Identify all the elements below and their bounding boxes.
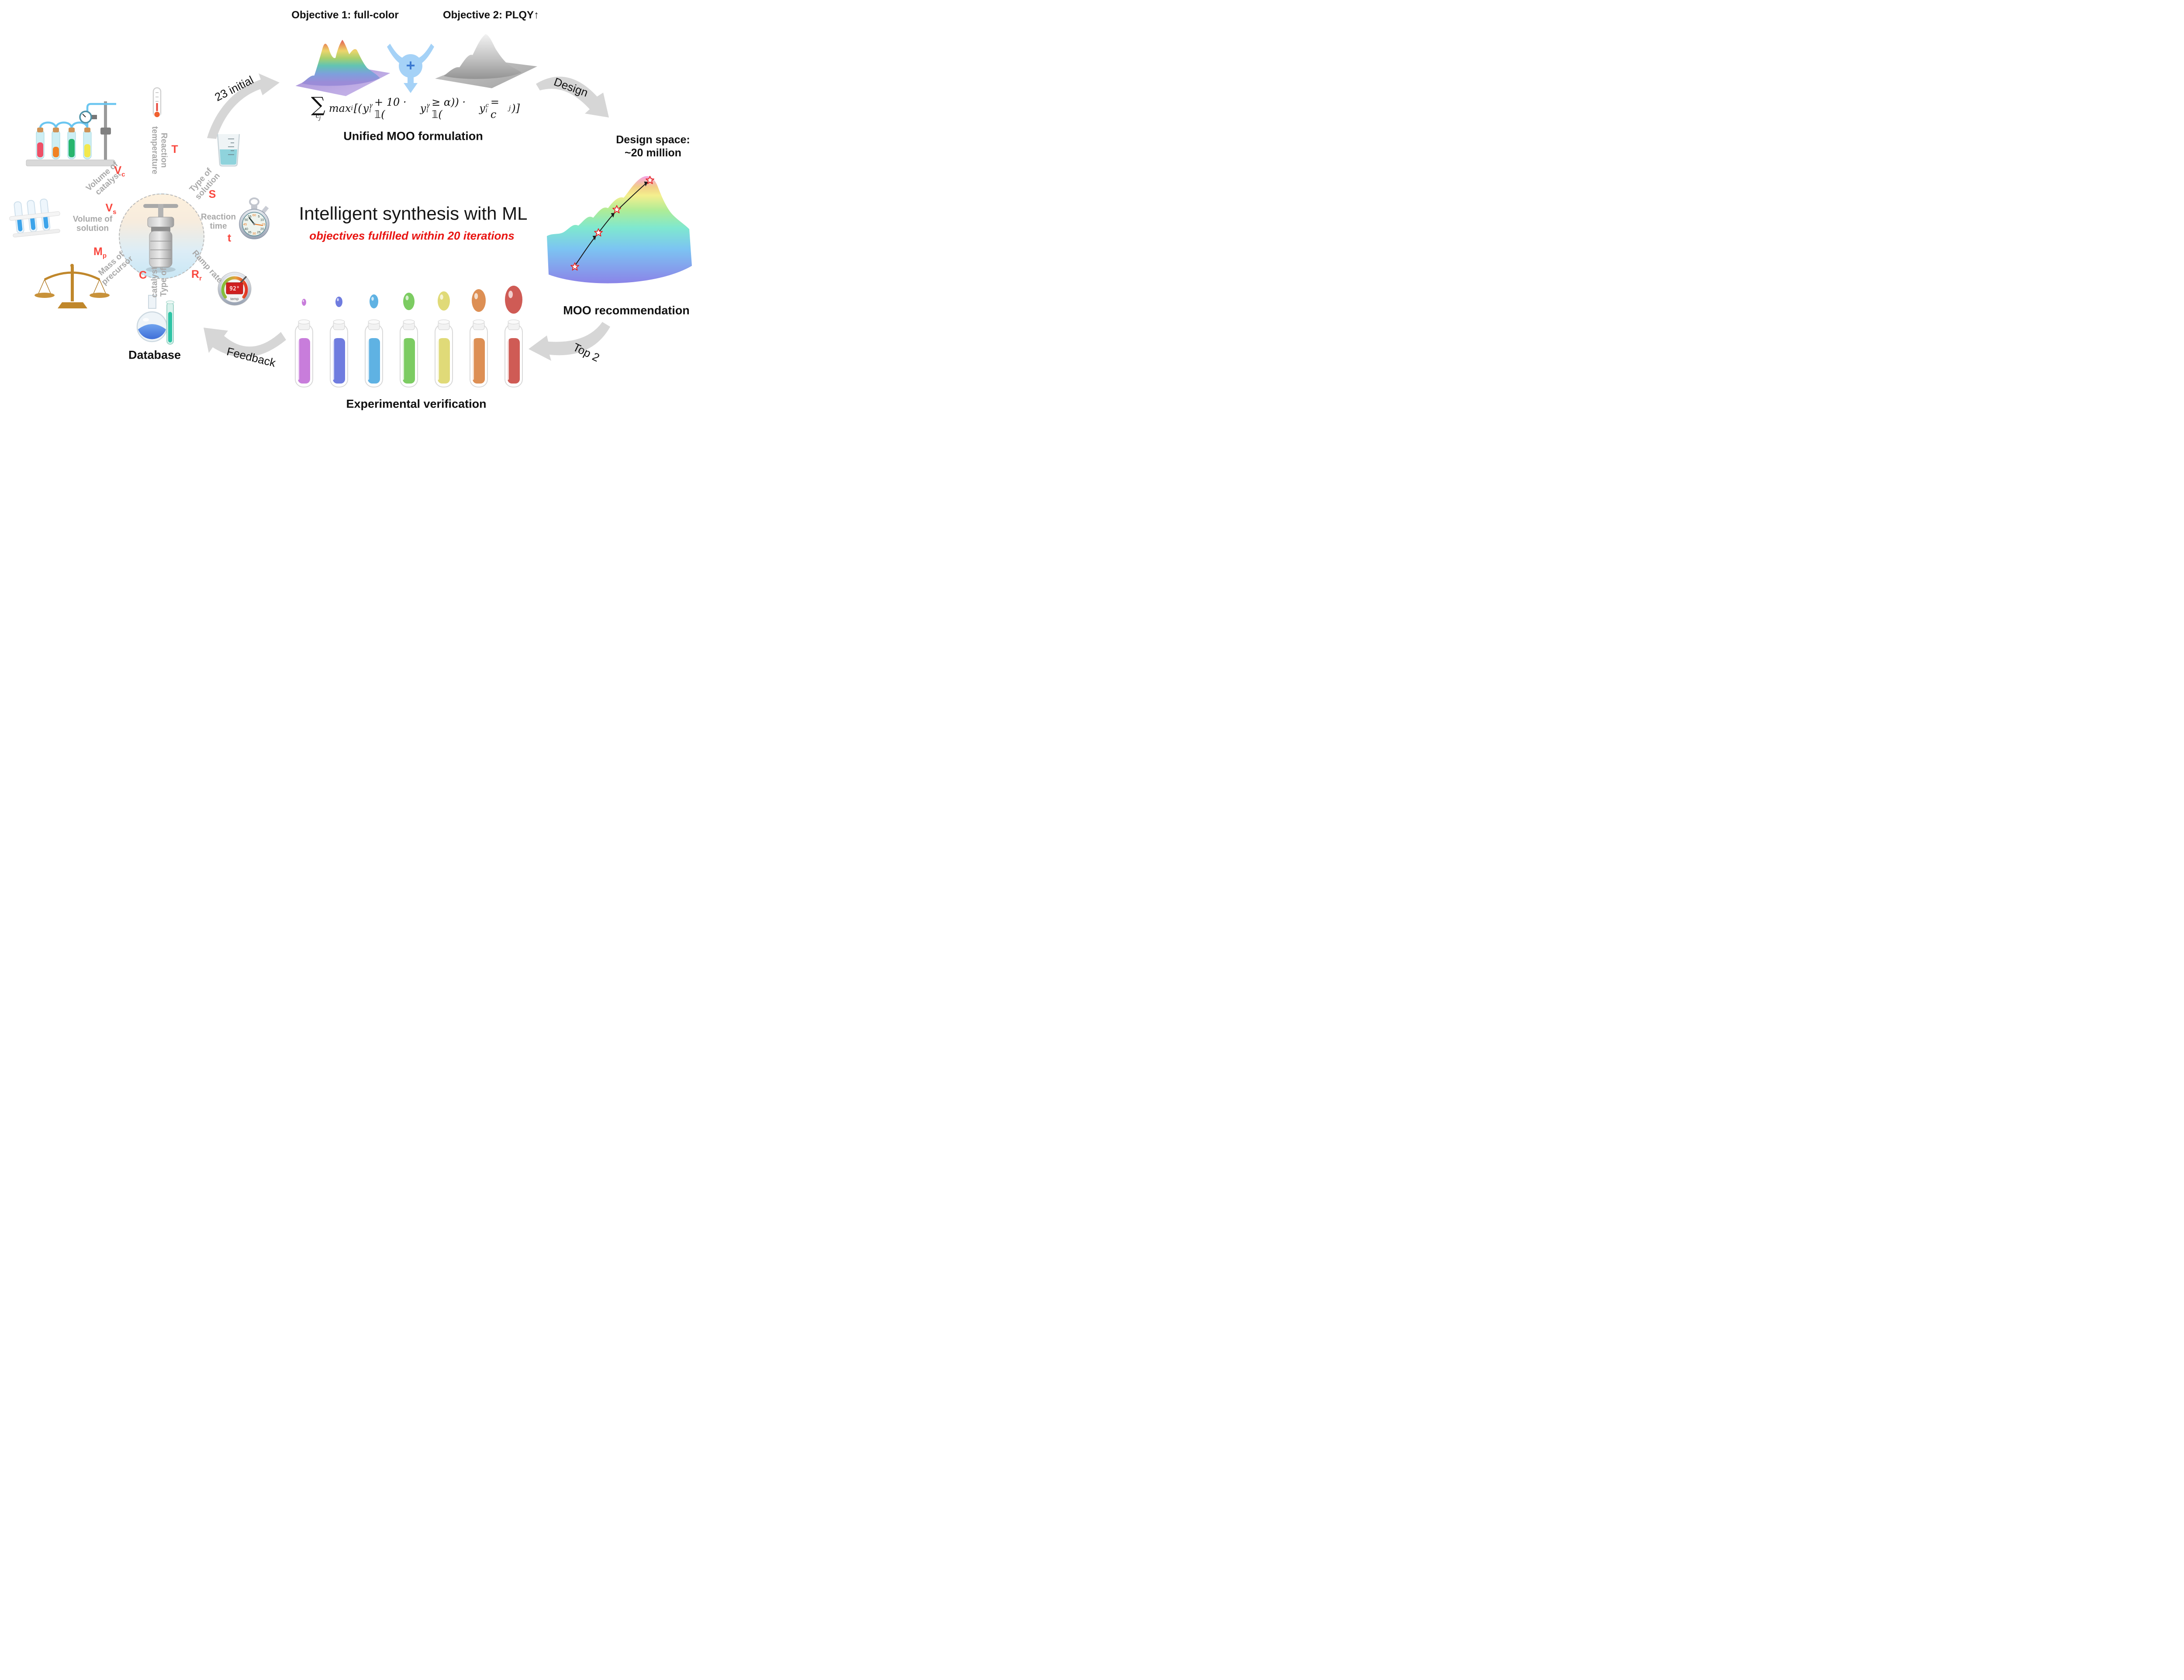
ramp-gauge-icon: 92° temp xyxy=(218,272,252,306)
path-arrowheads xyxy=(592,181,648,241)
droplets-row xyxy=(302,286,522,314)
param-ramp-symbol: Rr xyxy=(191,268,202,282)
stopwatch-number: 60 xyxy=(252,213,256,217)
experimental-verification-label: Experimental verification xyxy=(346,397,487,411)
recommendation-stars xyxy=(570,176,654,271)
droplet xyxy=(335,297,342,307)
moo-surface xyxy=(547,176,692,283)
thermometer-icon xyxy=(152,87,162,118)
objective2-surface xyxy=(435,34,537,88)
vial xyxy=(470,319,488,387)
balance-icon xyxy=(35,264,110,308)
stopwatch-number: 10 xyxy=(260,218,264,222)
design-space-line2: ~20 million xyxy=(625,147,681,159)
param-temperature-symbol: T xyxy=(171,143,178,156)
stopwatch-number: 55 xyxy=(248,214,251,218)
feedback-arrow xyxy=(204,328,286,357)
param-catalyst-type-label: catalyst Type of xyxy=(150,266,168,298)
top2-arrow xyxy=(529,322,610,361)
database-label: Database xyxy=(128,348,181,362)
vials-row xyxy=(295,319,523,387)
database-flask-icon xyxy=(136,295,174,345)
vial xyxy=(505,319,523,387)
stopwatch-number: 45 xyxy=(243,222,247,226)
optimization-path xyxy=(574,182,648,266)
param-temperature-label: Reaction temperature xyxy=(150,126,169,174)
param-solution-volume-symbol: Vs xyxy=(105,202,117,216)
vial xyxy=(400,319,418,387)
param-solution-symbol: S xyxy=(208,188,216,200)
droplet xyxy=(505,286,522,314)
figure-canvas: + xyxy=(0,0,699,420)
droplet xyxy=(403,293,415,310)
stopwatch-number: 30 xyxy=(252,232,256,235)
formula-caption: Unified MOO formulation xyxy=(343,129,483,143)
figure-subtitle: objectives fulfilled within 20 iteration… xyxy=(309,229,515,242)
param-catalyst-type-symbol: C xyxy=(138,269,147,281)
objective1-label: Objective 1: full-color xyxy=(291,9,399,21)
figure-title: Intelligent synthesis with ML xyxy=(299,203,528,224)
objective2-label: Objective 2: PLQY↑ xyxy=(442,9,539,21)
merge-icon: + xyxy=(387,44,434,93)
stopwatch-icon: 60 5 10 15 20 25 30 35 40 45 50 55 xyxy=(239,197,270,239)
droplet xyxy=(472,289,486,312)
stopwatch-number: 20 xyxy=(260,227,264,231)
lab-stand-icon xyxy=(26,101,116,166)
stopwatch-number: 50 xyxy=(245,218,248,222)
gauge-label: temp xyxy=(231,297,239,301)
design-space-line1: Design space: xyxy=(616,134,690,146)
stopwatch-number: 15 xyxy=(262,222,265,226)
vial xyxy=(295,319,313,387)
param-solution-volume-label: Volume of solution xyxy=(73,214,113,233)
param-catalyst-volume-symbol: Vc xyxy=(114,164,125,178)
initial-arrow xyxy=(207,73,280,139)
vial xyxy=(365,319,383,387)
moo-recommendation-label: MOO recommendation xyxy=(563,304,690,317)
vial xyxy=(330,319,348,387)
gauge-value: 92° xyxy=(229,286,239,292)
droplet xyxy=(302,299,306,306)
autoclave-icon xyxy=(143,204,178,273)
flow-arrows xyxy=(204,73,610,361)
stopwatch-number: 40 xyxy=(245,227,248,231)
summation: ∑ cj xyxy=(311,93,325,121)
param-time-symbol: t xyxy=(227,232,232,244)
objective1-surface xyxy=(295,40,390,96)
test-tube-rack-icon xyxy=(9,198,60,238)
plus-icon: + xyxy=(406,56,415,74)
design-arrow xyxy=(536,76,609,118)
vial xyxy=(435,319,453,387)
beaker-icon xyxy=(217,134,240,167)
stopwatch-number: 35 xyxy=(248,230,251,234)
droplet xyxy=(438,291,450,311)
stopwatch-number: 5 xyxy=(258,214,259,218)
stopwatch-number: 25 xyxy=(257,230,260,234)
droplet xyxy=(370,294,378,308)
param-time-label: Reaction time xyxy=(200,212,236,231)
param-precursor-mass-symbol: Mp xyxy=(93,245,107,259)
diagram-art: + xyxy=(9,34,692,387)
